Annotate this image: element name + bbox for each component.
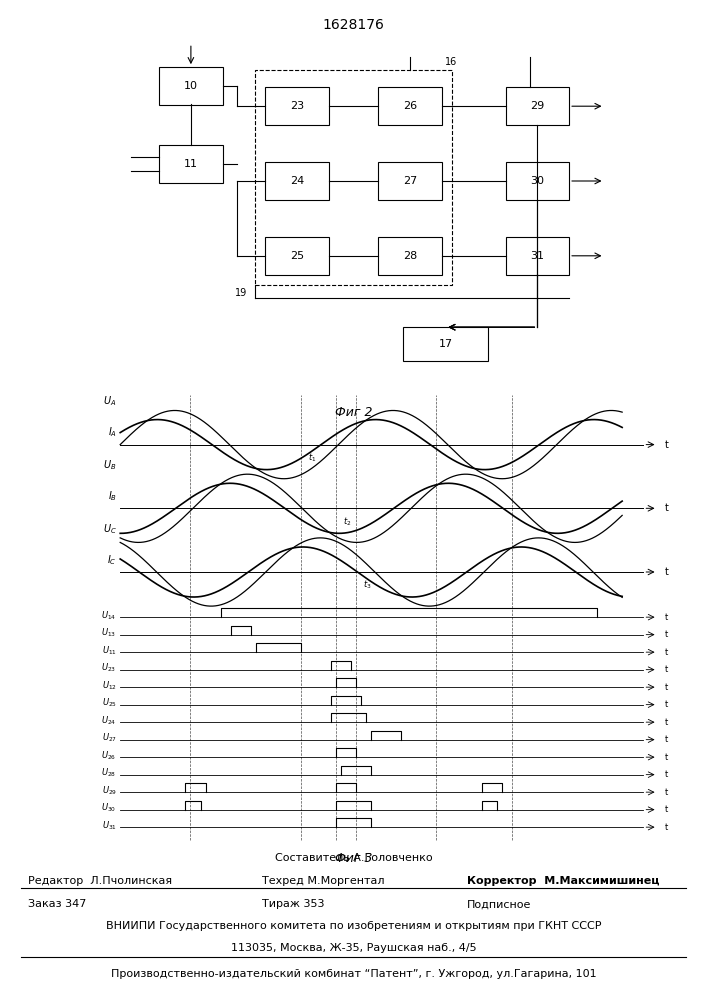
- Text: Производственно-издательский комбинат “Патент”, г. Ужгород, ул.Гагарина, 101: Производственно-издательский комбинат “П…: [111, 969, 596, 979]
- Bar: [265, 87, 329, 125]
- Bar: [378, 237, 442, 274]
- Text: ВНИИПИ Государственного комитета по изобретениям и открытиям при ГКНТ СССР: ВНИИПИ Государственного комитета по изоб…: [106, 921, 601, 931]
- Bar: [159, 67, 223, 104]
- Text: $U_{27}$: $U_{27}$: [102, 732, 117, 744]
- Text: t: t: [665, 503, 668, 513]
- Text: $U_A$: $U_A$: [103, 394, 117, 408]
- Text: Фиг 3: Фиг 3: [334, 852, 373, 865]
- Text: t: t: [665, 700, 668, 709]
- Text: 1628176: 1628176: [322, 18, 385, 32]
- Bar: [506, 162, 569, 200]
- Text: t: t: [665, 567, 668, 577]
- Text: Редактор  Л.Пчолинская: Редактор Л.Пчолинская: [28, 876, 173, 886]
- Text: $U_{12}$: $U_{12}$: [102, 679, 117, 692]
- Text: t: t: [665, 683, 668, 692]
- Bar: [378, 87, 442, 125]
- Text: 31: 31: [530, 251, 544, 261]
- Bar: [159, 145, 223, 183]
- Text: 26: 26: [403, 101, 417, 111]
- Text: $I_A$: $I_A$: [107, 425, 117, 439]
- Bar: [403, 327, 488, 361]
- Text: 16: 16: [445, 57, 457, 67]
- Text: Фиг 2: Фиг 2: [334, 406, 373, 419]
- Text: t: t: [665, 788, 668, 797]
- Text: t: t: [665, 735, 668, 744]
- Text: 29: 29: [530, 101, 544, 111]
- Text: t: t: [665, 718, 668, 727]
- Text: 19: 19: [235, 288, 247, 298]
- Text: 24: 24: [290, 176, 304, 186]
- Text: t: t: [665, 630, 668, 639]
- Text: t: t: [665, 805, 668, 814]
- Text: 10: 10: [184, 81, 198, 91]
- Text: t: t: [665, 648, 668, 657]
- Bar: [265, 162, 329, 200]
- Text: $U_{28}$: $U_{28}$: [102, 767, 117, 779]
- Text: 17: 17: [438, 339, 452, 349]
- Text: $U_{13}$: $U_{13}$: [102, 627, 117, 639]
- Text: $t_3$: $t_3$: [363, 579, 372, 591]
- Text: 11: 11: [184, 159, 198, 169]
- Text: $U_{24}$: $U_{24}$: [101, 714, 117, 727]
- Text: 28: 28: [403, 251, 417, 261]
- Bar: [265, 237, 329, 274]
- Text: 27: 27: [403, 176, 417, 186]
- Text: t: t: [665, 770, 668, 779]
- Text: $I_B$: $I_B$: [107, 489, 117, 503]
- Text: $U_{29}$: $U_{29}$: [102, 784, 117, 797]
- Text: t: t: [665, 613, 668, 622]
- Text: 23: 23: [290, 101, 304, 111]
- Text: Корректор  М.Максимишинец: Корректор М.Максимишинец: [467, 876, 659, 886]
- Text: t: t: [665, 665, 668, 674]
- Text: $U_{14}$: $U_{14}$: [101, 609, 117, 622]
- Text: Составитель А.Головченко: Составитель А.Головченко: [275, 853, 432, 863]
- Text: $U_{23}$: $U_{23}$: [102, 662, 117, 674]
- Text: $U_{31}$: $U_{31}$: [102, 819, 117, 832]
- Text: Техред М.Моргентал: Техред М.Моргентал: [262, 876, 384, 886]
- Text: $U_B$: $U_B$: [103, 458, 117, 472]
- Text: Заказ 347: Заказ 347: [28, 899, 87, 909]
- Text: $t_1$: $t_1$: [308, 451, 316, 464]
- Text: Подписное: Подписное: [467, 899, 531, 909]
- Text: $U_{11}$: $U_{11}$: [102, 644, 117, 657]
- Text: t: t: [665, 440, 668, 450]
- Text: 25: 25: [290, 251, 304, 261]
- Text: $U_{25}$: $U_{25}$: [102, 697, 117, 709]
- Text: $t_2$: $t_2$: [343, 515, 351, 528]
- Bar: [378, 162, 442, 200]
- Text: 30: 30: [530, 176, 544, 186]
- Bar: [506, 87, 569, 125]
- Text: $U_C$: $U_C$: [103, 522, 117, 536]
- Text: Тираж 353: Тираж 353: [262, 899, 324, 909]
- Bar: [255, 70, 452, 285]
- Text: $U_{30}$: $U_{30}$: [102, 802, 117, 814]
- Text: $U_{26}$: $U_{26}$: [102, 749, 117, 762]
- Text: t: t: [665, 753, 668, 762]
- Text: t: t: [665, 823, 668, 832]
- Text: $I_C$: $I_C$: [107, 553, 117, 567]
- Bar: [506, 237, 569, 274]
- Text: 113035, Москва, Ж-35, Раушская наб., 4/5: 113035, Москва, Ж-35, Раушская наб., 4/5: [230, 943, 477, 953]
